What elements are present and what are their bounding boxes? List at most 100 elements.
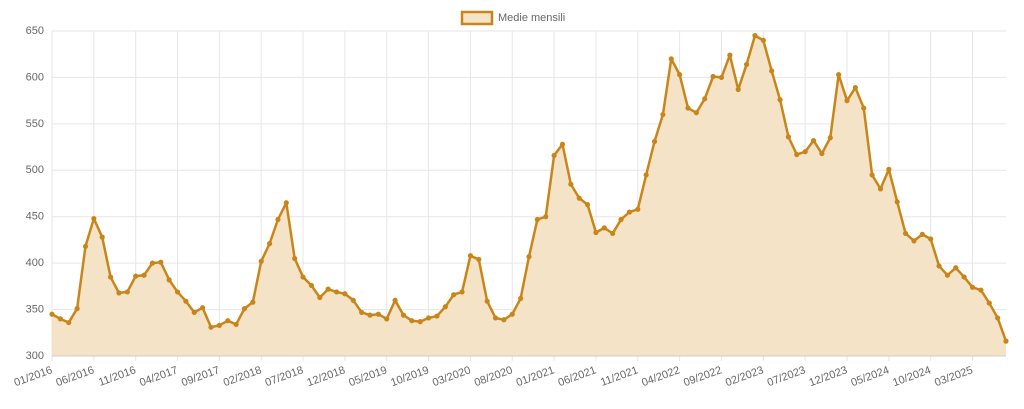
point	[718, 74, 725, 81]
point	[233, 321, 239, 328]
point	[492, 315, 499, 321]
x-tick-label: 10/2019	[389, 364, 430, 389]
point	[543, 214, 549, 220]
legend-label: Medie mensili	[498, 12, 565, 24]
point	[651, 138, 658, 145]
point	[551, 152, 557, 159]
point	[275, 216, 281, 223]
point	[894, 199, 900, 205]
point	[568, 181, 574, 187]
point	[794, 151, 800, 158]
y-tick-label: 500	[26, 164, 44, 176]
x-tick-label: 03/2025	[933, 364, 974, 389]
x-tick-label: 04/2022	[640, 364, 681, 389]
y-tick-label: 650	[26, 25, 44, 37]
point	[225, 318, 231, 324]
point	[852, 85, 858, 91]
point	[844, 98, 850, 104]
y-tick-label: 400	[26, 257, 44, 269]
point	[66, 319, 72, 326]
point	[911, 238, 917, 244]
point	[902, 230, 909, 237]
point	[593, 229, 599, 236]
point	[49, 311, 55, 317]
point	[250, 299, 256, 305]
point	[333, 289, 340, 295]
legend-swatch	[460, 10, 494, 26]
x-tick-label: 05/2024	[849, 364, 890, 389]
point	[743, 61, 750, 68]
point	[986, 300, 992, 306]
x-tick-label: 11/2016	[97, 364, 138, 389]
point	[300, 274, 306, 280]
point	[501, 317, 507, 323]
point	[928, 236, 934, 242]
point	[836, 72, 842, 78]
y-tick-label: 300	[26, 350, 44, 362]
point	[57, 316, 63, 322]
point	[727, 52, 733, 58]
y-tick-label: 600	[26, 71, 44, 83]
point	[969, 284, 976, 290]
point	[392, 297, 398, 303]
point	[476, 256, 482, 263]
point	[467, 253, 474, 259]
point	[359, 309, 365, 315]
point	[886, 166, 892, 172]
point	[200, 305, 206, 311]
point	[116, 290, 122, 296]
point	[417, 319, 423, 325]
point	[944, 272, 951, 278]
area	[52, 35, 1006, 357]
point	[819, 150, 825, 157]
point	[342, 291, 348, 297]
point	[861, 105, 867, 111]
x-tick-label: 04/2017	[138, 364, 179, 389]
point	[702, 96, 708, 102]
x-tick-label: 07/2023	[766, 364, 807, 389]
x-tick-label: 07/2018	[264, 364, 305, 389]
point	[317, 294, 323, 301]
point	[626, 209, 633, 215]
point	[82, 243, 89, 250]
point	[208, 324, 214, 330]
x-tick-label: 11/2021	[599, 364, 640, 389]
point	[367, 312, 373, 318]
point	[409, 318, 415, 324]
point	[384, 316, 390, 322]
point	[693, 110, 699, 116]
point	[919, 231, 925, 237]
point	[174, 289, 181, 295]
point	[124, 289, 130, 295]
point	[434, 313, 440, 319]
x-tick-label: 06/2021	[556, 364, 597, 389]
point	[1003, 338, 1009, 344]
point	[576, 195, 582, 201]
point	[241, 306, 248, 312]
point	[785, 134, 792, 140]
point	[610, 230, 616, 237]
point	[635, 206, 641, 212]
point	[258, 258, 264, 264]
x-tick-label: 01/2021	[515, 364, 556, 389]
x-tick-label: 09/2017	[180, 364, 221, 389]
y-tick-label: 550	[26, 118, 44, 130]
point	[760, 37, 766, 43]
point	[584, 202, 591, 208]
point	[350, 297, 356, 303]
point	[810, 137, 817, 144]
y-tick-label: 350	[26, 303, 44, 315]
point	[325, 286, 331, 292]
point	[451, 292, 457, 298]
point	[74, 306, 80, 312]
point	[459, 289, 465, 295]
point	[91, 215, 97, 222]
point	[526, 254, 532, 260]
y-tick-label: 450	[26, 211, 44, 223]
x-tick-label: 10/2024	[891, 364, 932, 389]
x-tick-label: 08/2020	[473, 364, 514, 389]
x-tick-label: 06/2016	[54, 364, 95, 389]
point	[677, 72, 683, 78]
point	[802, 149, 808, 155]
point	[509, 311, 515, 317]
